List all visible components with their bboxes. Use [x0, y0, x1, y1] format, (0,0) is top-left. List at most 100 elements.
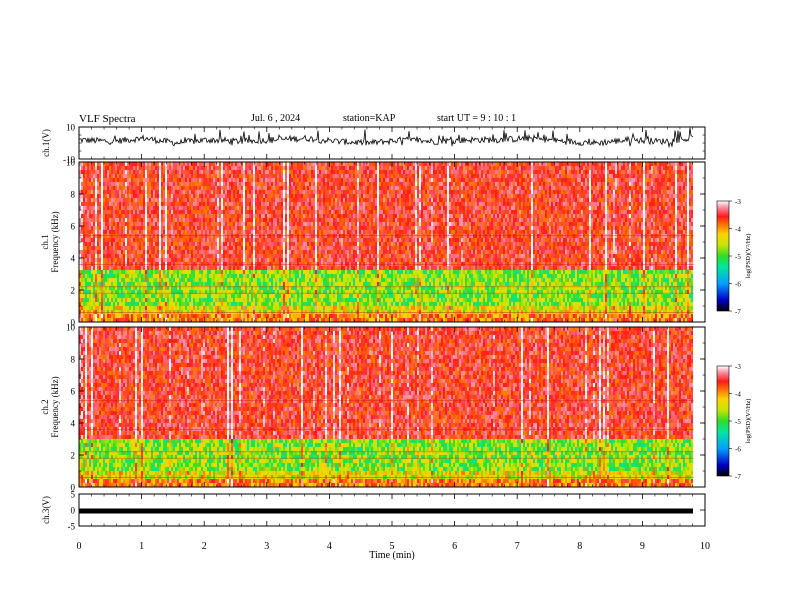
spectrogram-cell	[167, 222, 169, 226]
spectrogram-cell	[179, 242, 181, 246]
spectrogram-cell	[159, 258, 161, 262]
spectrogram-cell	[151, 270, 153, 274]
spectrogram-cell	[217, 210, 219, 214]
spectrogram-cell	[93, 242, 95, 246]
spectrogram-cell	[147, 230, 149, 234]
spectrogram-cell	[187, 214, 189, 218]
spectrogram-cell	[147, 210, 149, 214]
spectrogram-cell	[239, 294, 241, 298]
spectrogram-cell	[287, 282, 289, 286]
spectrogram-cell	[147, 174, 149, 178]
spectrogram-cell	[157, 258, 159, 262]
spectrogram-cell	[267, 274, 269, 278]
spectrogram-cell	[161, 262, 163, 266]
spectrogram-cell	[225, 178, 227, 182]
spectrogram-cell	[159, 270, 161, 274]
spectrogram-cell	[213, 198, 215, 202]
spectrogram-cell	[193, 318, 195, 322]
spectrogram-cell	[289, 258, 291, 262]
spectrogram-cell	[107, 310, 109, 314]
spectrogram-cell	[159, 246, 161, 250]
spectrogram-cell	[297, 206, 299, 210]
spectrogram-cell	[261, 262, 263, 266]
spectrogram-cell	[257, 210, 259, 214]
spectrogram-cell	[109, 170, 111, 174]
spectrogram-cell	[109, 306, 111, 310]
spectrogram-cell	[155, 226, 157, 230]
spectrogram-cell	[271, 218, 273, 222]
spectrogram-cell	[303, 274, 305, 278]
spectrogram-cell	[155, 166, 157, 170]
spectrogram-cell	[137, 170, 139, 174]
spectrogram-cell	[131, 234, 133, 238]
spectrogram-cell	[133, 190, 135, 194]
spectrogram-cell	[235, 274, 237, 278]
spectrogram-cell	[297, 258, 299, 262]
spectrogram-cell	[223, 254, 225, 258]
spectrogram-cell	[289, 234, 291, 238]
spectrogram-cell	[85, 194, 87, 198]
spectrogram-cell	[317, 230, 319, 234]
spectrogram-cell	[101, 186, 103, 190]
spectrogram-cell	[265, 214, 267, 218]
spectrogram-cell	[183, 234, 185, 238]
spectrogram-cell	[293, 294, 295, 298]
spectrogram-cell	[315, 246, 317, 250]
spectrogram-cell	[157, 302, 159, 306]
spectrogram-cell	[283, 210, 285, 214]
spectrogram-cell	[165, 190, 167, 194]
spectrogram-cell	[83, 258, 85, 262]
spectrogram-cell	[223, 278, 225, 282]
spectrogram-cell	[243, 226, 245, 230]
spectrogram-cell	[237, 242, 239, 246]
spectrogram-cell	[151, 166, 153, 170]
spectrogram-cell	[167, 182, 169, 186]
spectrogram-cell	[283, 230, 285, 234]
spectrogram-cell	[271, 202, 273, 206]
spectrogram-cell	[123, 222, 125, 226]
spectrogram-cell	[93, 166, 95, 170]
spectrogram-cell	[293, 274, 295, 278]
spectrogram-cell	[219, 166, 221, 170]
spectrogram-cell	[197, 238, 199, 242]
spectrogram-cell	[99, 226, 101, 230]
spectrogram-cell	[309, 274, 311, 278]
spectrogram-cell	[143, 282, 145, 286]
spectrogram-cell	[295, 194, 297, 198]
spectrogram-cell	[265, 246, 267, 250]
spectrogram-cell	[109, 266, 111, 270]
spectrogram-cell	[275, 278, 277, 282]
spectrogram-cell	[271, 266, 273, 270]
spectrogram-cell	[111, 222, 113, 226]
spectrogram-cell	[223, 294, 225, 298]
spectrogram-cell	[191, 166, 193, 170]
spectrogram-cell	[301, 294, 303, 298]
spectrogram-cell	[87, 298, 89, 302]
spectrogram-cell	[253, 182, 255, 186]
spectrogram-cell	[141, 226, 143, 230]
spectrogram-cell	[133, 222, 135, 226]
spectrogram-cell	[161, 274, 163, 278]
spectrogram-cell	[191, 314, 193, 318]
spectrogram-cell	[83, 214, 85, 218]
spectrogram-cell	[265, 210, 267, 214]
spectrogram-cell	[81, 230, 83, 234]
spectrogram-cell	[241, 294, 243, 298]
spectrogram-cell	[325, 242, 327, 246]
spectrogram-cell	[197, 174, 199, 178]
spectrogram-cell	[221, 294, 223, 298]
spectrogram-cell	[257, 170, 259, 174]
spectrogram-cell	[119, 166, 121, 170]
spectrogram-cell	[223, 230, 225, 234]
spectrogram-cell	[111, 270, 113, 274]
spectrogram-cell	[119, 182, 121, 186]
spectrogram-cell	[283, 262, 285, 266]
spectrogram-cell	[159, 190, 161, 194]
spectrogram-cell	[127, 278, 129, 282]
spectrogram-cell	[145, 170, 147, 174]
spectrogram-cell	[165, 298, 167, 302]
spectrogram-cell	[221, 202, 223, 206]
spectrogram-cell	[175, 278, 177, 282]
spectrogram-cell	[313, 242, 315, 246]
spectrogram-cell	[263, 314, 265, 318]
